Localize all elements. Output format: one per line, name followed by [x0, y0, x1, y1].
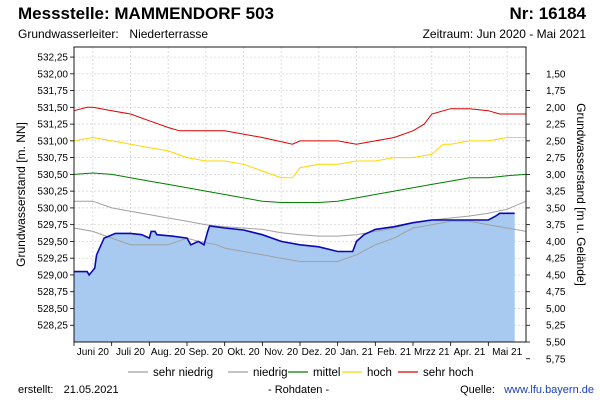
y-left-tick-label: 529,50 [37, 237, 68, 248]
y-left-tick-label: 529,00 [37, 270, 68, 281]
y-left-tick-label: 529,25 [37, 254, 68, 265]
x-tick-label: Mrzz 21 [414, 347, 450, 358]
x-tick-label: Okt. 20 [227, 347, 260, 358]
y-left-tick-label: 530,25 [37, 187, 68, 198]
y-left-tick-label: 530,75 [37, 153, 68, 164]
source-label: Quelle: [460, 384, 495, 396]
y-right-tick-label: 3,50 [546, 203, 566, 214]
y-right-tick-label: 5,50 [546, 338, 566, 349]
measured-area [74, 213, 515, 342]
created-date: 21.05.2021 [63, 384, 119, 396]
chart-title: Messstelle: MAMMENDORF 503 [18, 4, 275, 23]
x-tick-label: Juli 20 [116, 347, 145, 358]
station-number: Nr: 16184 [509, 4, 586, 23]
series-line-niedrig [74, 200, 527, 237]
legend-label: sehr hoch [423, 367, 474, 379]
y-left-tick-label: 531,25 [37, 120, 68, 131]
x-tick-label: Aug. 20 [151, 347, 186, 358]
aquifer-info: Grundwasserleiter: Niederterrasse [18, 27, 208, 41]
y-left-tick-label: 531,00 [37, 136, 68, 147]
series-line-sehr-niedrig [73, 220, 527, 262]
y-right-tick-label: 4,00 [546, 237, 566, 248]
source-info: Quelle: www.lfu.bayern.de [460, 384, 594, 396]
legend-label: sehr niedrig [153, 367, 213, 379]
y-right-tick-label: 1,75 [546, 86, 566, 97]
y-left-tick-label: 528,25 [37, 321, 68, 332]
y-right-tick-label: 2,50 [546, 136, 566, 147]
y-left-tick-label: 529,75 [37, 220, 68, 231]
x-axis: Juni 20 Juli 20 Aug. 20 Sep. 20 Okt. 20 Nov. … [73, 342, 523, 358]
created-label: erstellt: [18, 384, 54, 396]
y-axis-right: 1,50 1,75 2,00 2,25 2,50 2,75 3,00 3,25 3,50 3,75… [526, 69, 566, 365]
created-info: erstellt: 21.05.2021 [18, 384, 119, 396]
y-right-tick-label: 2,75 [546, 153, 566, 164]
y-left-tick-label: 528,50 [37, 304, 68, 315]
aquifer-label: Grundwasserleiter: [18, 27, 119, 41]
y-right-tick-label: 5,75 [546, 354, 566, 365]
x-tick-label: Feb. 21 [377, 347, 411, 358]
period-label: Zeitraum: Jun 2020 - Mai 2021 [422, 27, 586, 41]
y-left-tick-label: 530,50 [37, 170, 68, 181]
y-left-tick-label: 528,75 [37, 287, 68, 298]
y-left-tick-label: 532,25 [37, 53, 68, 64]
series-line-mittel [73, 172, 527, 203]
legend-label: mittel [313, 367, 340, 379]
x-tick-label: Jan. 21 [340, 347, 373, 358]
series-line-messwert [74, 212, 515, 277]
series-line-hoch [73, 136, 526, 179]
y-left-tick-label: 532,00 [37, 69, 68, 80]
y-right-tick-label: 2,00 [546, 103, 566, 114]
legend-label: hoch [367, 367, 392, 379]
series-lines [73, 106, 527, 277]
y-right-tick-label: 5,00 [546, 304, 566, 315]
y-left-tick-label: 531,75 [37, 86, 68, 97]
source-link[interactable]: www.lfu.bayern.de [504, 384, 594, 396]
y-left-tick-label: 531,50 [37, 103, 68, 114]
y-right-tick-label: 4,25 [546, 254, 566, 265]
y-right-tick-label: 3,25 [546, 187, 566, 198]
x-tick-label: Mai 21 [492, 347, 522, 358]
y-right-tick-label: 5,25 [546, 321, 566, 332]
x-tick-label: Nov. 20 [264, 347, 298, 358]
measured-area-fill [74, 213, 515, 342]
series-line-sehr-hoch [73, 106, 526, 145]
y-right-tick-label: 3,00 [546, 170, 566, 181]
x-tick-label: Juni 20 [77, 347, 110, 358]
y-right-tick-label: 4,75 [546, 287, 566, 298]
raw-data-note: - Rohdaten - [268, 384, 330, 396]
legend-label: niedrig [253, 367, 288, 379]
x-tick-label: Dez. 20 [302, 347, 337, 358]
y-axis-right-title: Grundwasserstand [m u. Gelände] [574, 103, 588, 286]
legend: sehr niedrig niedrig mittel hoch sehr hoch [128, 367, 474, 379]
y-right-tick-label: 1,50 [546, 69, 566, 80]
y-axis-left-title: Grundwasserstand [m. NN] [14, 122, 28, 267]
y-left-tick-label: 530,00 [37, 203, 68, 214]
x-tick-label: Sep. 20 [189, 347, 224, 358]
aquifer-value: Niederterrasse [129, 27, 209, 41]
y-right-tick-label: 4,50 [546, 270, 566, 281]
y-right-tick-label: 3,75 [546, 220, 566, 231]
y-right-tick-label: 2,25 [546, 120, 566, 131]
x-tick-label: Apr. 21 [454, 347, 486, 358]
y-axis-left: 532,25 532,00 531,75 531,50 531,25 531,00 530,… [37, 53, 74, 332]
